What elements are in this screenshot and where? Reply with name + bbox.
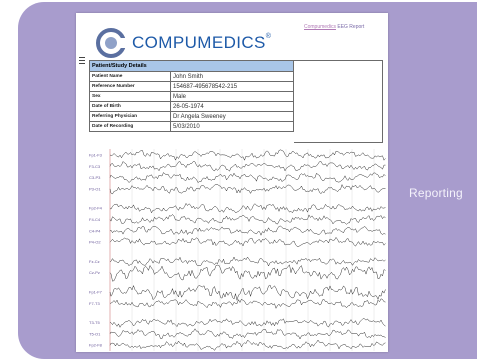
channel-label: F7-T3: [89, 301, 100, 306]
eeg-trace: [109, 298, 386, 309]
channel-label: Fp1-F3: [89, 153, 103, 158]
field-value: 5/03/2010: [170, 121, 294, 132]
logo-wordmark: COMPUMEDICS®: [132, 33, 272, 52]
table-row: Referring Physician Dr Angela Sweeney: [89, 111, 294, 122]
eeg-trace: [109, 236, 386, 248]
eeg-trace: [109, 318, 386, 328]
report-title-brand[interactable]: Compumedics: [304, 24, 336, 30]
eeg-trace: [109, 264, 386, 282]
channel-label: F4-C4: [89, 217, 101, 222]
field-label: Date of Birth: [89, 101, 171, 112]
eeg-waveform-panel: Fp1-F3 F3-C3 C3-P3 P3-O1 Fp2-F4 F4-C4 C4-P4 P4-…: [89, 149, 386, 351]
eeg-trace: [109, 149, 386, 161]
eeg-trace: [109, 284, 386, 301]
eeg-trace: [109, 256, 386, 267]
compumedics-logo-icon: [96, 28, 130, 58]
field-value: 26-05-1974: [170, 101, 294, 112]
report-title-suffix: EEG Report: [335, 24, 365, 30]
field-label: Date of Recording: [89, 121, 171, 132]
field-value: Dr Angela Sweeney: [170, 111, 294, 122]
reporting-label: Reporting: [409, 186, 463, 200]
eeg-trace: [109, 184, 386, 195]
field-label: Reference Number: [89, 81, 171, 92]
report-title: Compumedics EEG Report: [304, 24, 364, 30]
field-value: Male: [170, 91, 294, 102]
patient-details-header: Patient/Study Details: [89, 60, 294, 72]
channel-label: Fp1-F7: [89, 290, 103, 295]
channel-label: Fp2-F4: [89, 206, 103, 211]
eeg-trace: [109, 161, 386, 172]
eeg-trace: [109, 225, 386, 236]
menu-icon[interactable]: [79, 57, 85, 64]
patient-details-table: Patient/Study Details Patient Name John S…: [89, 60, 294, 132]
channel-label: Fp2-F8: [89, 343, 103, 348]
channel-label: C3-P3: [89, 175, 101, 180]
table-row: Reference Number 154687-495678542-215: [89, 81, 294, 92]
eeg-report-page: COMPUMEDICS® Compumedics EEG Report Pati…: [76, 13, 388, 352]
eeg-trace: [109, 214, 386, 225]
table-row: Sex Male: [89, 91, 294, 102]
field-label: Patient Name: [89, 71, 171, 82]
field-label: Sex: [89, 91, 171, 102]
eeg-trace: [109, 202, 386, 214]
eeg-trace: [109, 328, 386, 340]
channel-label: T5-O1: [89, 331, 101, 336]
channel-label: C4-P4: [89, 228, 101, 233]
eeg-trace: [109, 339, 386, 351]
field-value: 154687-495678542-215: [170, 81, 294, 92]
channel-label: P3-O1: [89, 186, 101, 191]
field-label: Referring Physician: [89, 111, 171, 122]
table-row: Date of Recording 5/03/2010: [89, 121, 294, 132]
table-row: Date of Birth 26-05-1974: [89, 101, 294, 112]
notes-box: [294, 60, 383, 143]
channel-label: F3-C3: [89, 164, 101, 169]
channel-label: Fz-Cz: [89, 259, 100, 264]
channel-label: Cz-Pz: [89, 270, 100, 275]
table-row: Patient Name John Smith: [89, 71, 294, 82]
channel-label: P4-O2: [89, 240, 101, 245]
eeg-trace: [109, 172, 386, 183]
compumedics-logo: COMPUMEDICS®: [96, 28, 276, 58]
field-value: John Smith: [170, 71, 294, 82]
channel-label: T3-T5: [89, 320, 100, 325]
